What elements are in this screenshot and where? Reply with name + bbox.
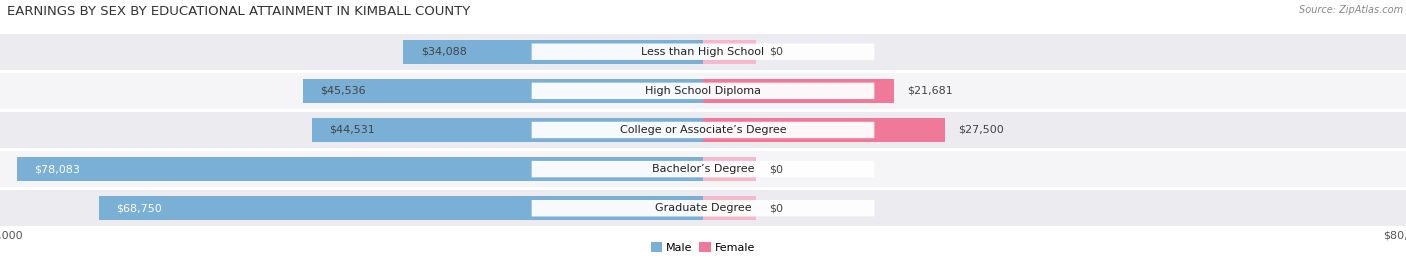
Bar [703, 157, 756, 181]
Bar [703, 118, 945, 142]
Text: $0: $0 [769, 203, 783, 213]
Text: College or Associate’s Degree: College or Associate’s Degree [620, 125, 786, 135]
Legend: Male, Female: Male, Female [647, 238, 759, 258]
Bar [0, 151, 1406, 187]
FancyBboxPatch shape [531, 161, 875, 177]
FancyBboxPatch shape [531, 83, 875, 99]
Text: $21,681: $21,681 [907, 86, 952, 96]
Text: $78,083: $78,083 [34, 164, 80, 174]
Text: $45,536: $45,536 [321, 86, 366, 96]
FancyBboxPatch shape [531, 43, 875, 60]
FancyBboxPatch shape [531, 200, 875, 217]
Text: $0: $0 [769, 47, 783, 57]
Text: $44,531: $44,531 [329, 125, 375, 135]
Bar [302, 79, 703, 103]
Bar [404, 40, 703, 64]
Text: $0: $0 [769, 164, 783, 174]
Bar [703, 196, 756, 220]
Text: High School Diploma: High School Diploma [645, 86, 761, 96]
Text: Bachelor’s Degree: Bachelor’s Degree [652, 164, 754, 174]
Bar [0, 73, 1406, 109]
Text: Less than High School: Less than High School [641, 47, 765, 57]
Bar [703, 40, 756, 64]
Text: $68,750: $68,750 [117, 203, 162, 213]
Bar [98, 196, 703, 220]
Text: $34,088: $34,088 [420, 47, 467, 57]
FancyBboxPatch shape [531, 122, 875, 138]
Bar [0, 112, 1406, 148]
Text: Source: ZipAtlas.com: Source: ZipAtlas.com [1299, 5, 1403, 15]
Text: Graduate Degree: Graduate Degree [655, 203, 751, 213]
Bar [17, 157, 703, 181]
Text: $27,500: $27,500 [957, 125, 1004, 135]
Bar [0, 190, 1406, 226]
Text: EARNINGS BY SEX BY EDUCATIONAL ATTAINMENT IN KIMBALL COUNTY: EARNINGS BY SEX BY EDUCATIONAL ATTAINMEN… [7, 5, 470, 18]
Bar [703, 79, 894, 103]
Bar [312, 118, 703, 142]
Bar [0, 34, 1406, 70]
